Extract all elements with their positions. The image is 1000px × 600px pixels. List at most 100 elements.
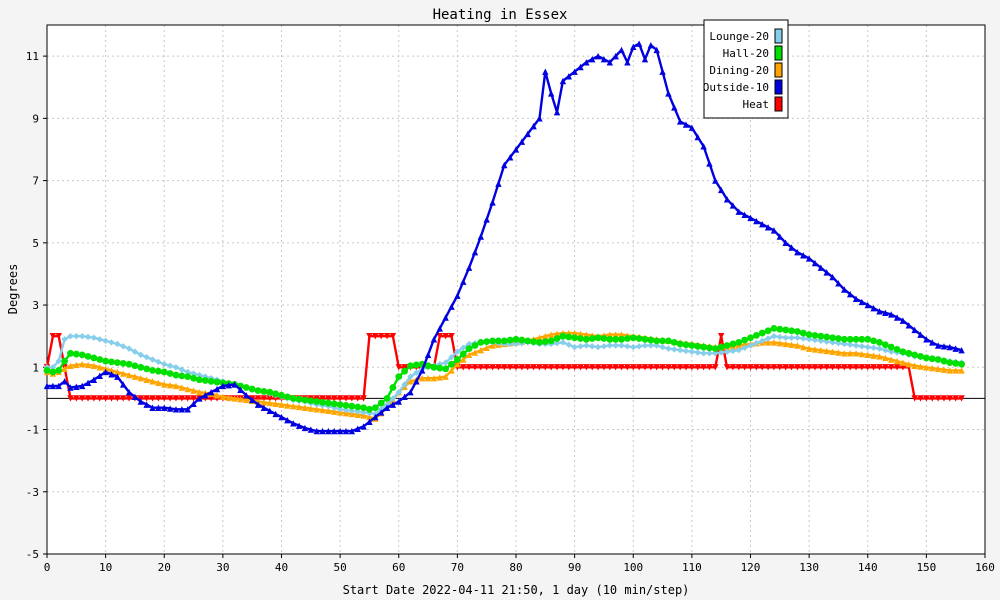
data-point-hall-20 (623, 335, 631, 342)
data-point-outside-10 (571, 68, 578, 75)
data-point-outside-10 (360, 423, 367, 430)
legend-swatch (774, 45, 783, 61)
data-point-outside-10 (530, 122, 537, 130)
data-point-heat (553, 364, 561, 371)
data-point-lounge-20 (137, 351, 144, 359)
data-point-outside-10 (61, 378, 68, 385)
data-point-hall-20 (383, 395, 391, 402)
data-point-heat (630, 364, 637, 371)
data-point-hall-20 (55, 367, 63, 374)
data-point-outside-10 (864, 301, 871, 309)
data-point-outside-10 (284, 416, 291, 424)
data-point-outside-10 (419, 367, 426, 374)
data-point-dining-20 (882, 354, 889, 362)
data-point-dining-20 (465, 351, 473, 359)
data-point-dining-20 (442, 373, 449, 380)
legend-label: Dining-20 (709, 64, 769, 77)
data-point-outside-10 (161, 404, 168, 411)
data-point-dining-20 (407, 378, 414, 385)
data-point-lounge-20 (841, 340, 848, 348)
data-point-heat (682, 364, 690, 371)
data-point-lounge-20 (342, 406, 350, 414)
data-point-outside-10 (196, 395, 203, 402)
data-point-lounge-20 (442, 359, 449, 366)
data-point-hall-20 (934, 356, 942, 363)
data-point-hall-20 (729, 340, 737, 348)
data-point-heat (823, 364, 830, 371)
data-point-outside-10 (202, 392, 209, 399)
data-point-hall-20 (723, 342, 731, 349)
data-point-outside-10 (184, 406, 191, 413)
data-point-heat (401, 364, 408, 371)
data-point-lounge-20 (665, 345, 672, 352)
data-point-hall-20 (694, 342, 702, 350)
data-point-hall-20 (811, 331, 819, 339)
data-point-lounge-20 (465, 340, 473, 348)
data-point-hall-20 (325, 399, 332, 407)
data-point-heat (618, 364, 625, 371)
data-point-outside-10 (923, 336, 930, 343)
data-point-lounge-20 (120, 343, 127, 350)
data-point-outside-10 (577, 63, 584, 71)
data-point-lounge-20 (788, 334, 795, 341)
data-point-dining-20 (553, 330, 561, 338)
data-point-heat (776, 364, 784, 371)
data-point-outside-10 (460, 278, 467, 285)
data-point-hall-20 (905, 349, 913, 357)
data-point-outside-10 (67, 384, 74, 391)
data-point-lounge-20 (800, 335, 807, 342)
data-point-dining-20 (137, 374, 144, 382)
data-point-heat (940, 395, 948, 402)
data-point-heat (448, 332, 455, 340)
data-point-outside-10 (483, 216, 490, 223)
legend-label: Hall-20 (723, 47, 769, 60)
data-point-hall-20 (682, 341, 690, 349)
data-point-heat (852, 364, 860, 371)
data-point-heat (389, 332, 397, 340)
x-axis-label: Start Date 2022-04-11 21:50, 1 day (10 m… (343, 583, 690, 597)
data-point-outside-10 (835, 280, 842, 287)
data-point-outside-10 (811, 259, 819, 267)
data-point-dining-20 (313, 406, 320, 413)
data-point-heat (805, 364, 813, 371)
data-point-lounge-20 (155, 358, 162, 366)
data-point-lounge-20 (647, 342, 655, 349)
x-tick-label: 160 (975, 561, 995, 574)
data-point-outside-10 (137, 398, 144, 405)
data-point-hall-20 (207, 377, 215, 385)
data-point-lounge-20 (624, 343, 631, 350)
data-point-dining-20 (536, 334, 543, 341)
data-point-lounge-20 (723, 348, 731, 355)
data-point-hall-20 (289, 395, 297, 402)
data-point-outside-10 (477, 233, 485, 240)
data-point-outside-10 (372, 413, 379, 421)
data-point-heat (952, 395, 959, 402)
data-point-heat (161, 395, 168, 402)
data-point-lounge-20 (108, 339, 115, 346)
data-point-dining-20 (805, 345, 813, 352)
data-point-hall-20 (547, 337, 555, 345)
data-point-dining-20 (917, 363, 924, 370)
data-point-lounge-20 (172, 364, 180, 371)
data-point-outside-10 (782, 239, 789, 247)
data-point-outside-10 (436, 325, 443, 332)
data-point-dining-20 (366, 413, 373, 421)
x-tick-label: 70 (451, 561, 464, 574)
data-point-hall-20 (799, 329, 807, 337)
data-point-heat (641, 364, 649, 371)
data-point-hall-20 (858, 335, 866, 343)
data-point-dining-20 (483, 344, 490, 352)
data-point-dining-20 (213, 392, 221, 399)
data-point-outside-10 (547, 90, 555, 97)
data-point-lounge-20 (360, 409, 367, 416)
data-point-outside-10 (266, 407, 273, 415)
data-point-lounge-20 (577, 343, 584, 350)
data-point-lounge-20 (448, 353, 455, 361)
data-point-outside-10 (694, 133, 701, 141)
data-point-outside-10 (125, 388, 133, 396)
data-point-lounge-20 (73, 332, 80, 340)
x-tick-label: 150 (916, 561, 936, 574)
x-tick-label: 80 (509, 561, 522, 574)
x-tick-label: 120 (741, 561, 761, 574)
data-point-outside-10 (166, 405, 174, 412)
